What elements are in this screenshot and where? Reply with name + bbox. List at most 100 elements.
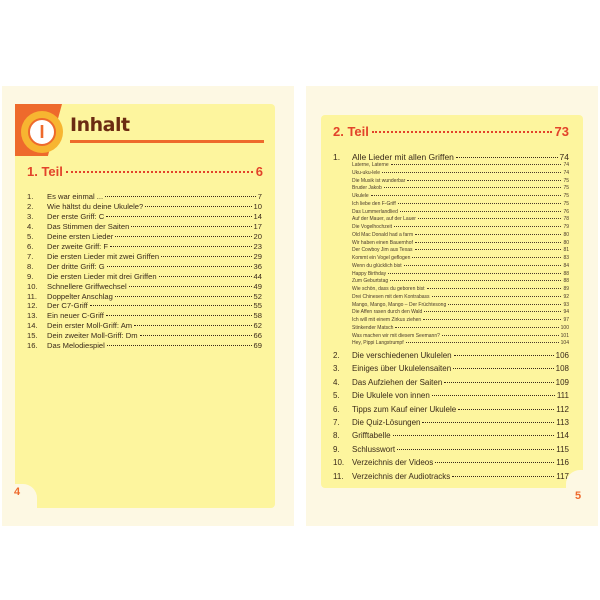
entry-title: Dein erster Moll-Griff: Am [47, 321, 133, 331]
leader [106, 345, 252, 347]
toc-entry[interactable]: 16. Das Melodiespiel 69 [27, 341, 262, 351]
toc-entry[interactable]: 6. Tipps zum Kauf einer Ukulele 112 [333, 405, 569, 415]
entry-number: 9. [333, 444, 340, 454]
entry-page: 94 [563, 309, 569, 316]
toc-entry[interactable]: 1. Es war einmal ... 7 [27, 192, 262, 202]
part-page: 73 [554, 124, 569, 139]
right-toc-panel [321, 115, 583, 488]
toc-entry[interactable]: 2. Wie hältst du deine Ukulele? 10 [27, 202, 262, 212]
entry-title: Ukulele [352, 193, 369, 199]
toc-entry[interactable]: Old Mac Donald had a farm 80 [352, 231, 569, 239]
toc-entry[interactable]: 12. Der C7-Griff 55 [27, 301, 262, 311]
toc-entry[interactable]: Laterne, Laterne 74 [352, 161, 569, 169]
entry-number: 1. [27, 192, 34, 201]
toc-entry[interactable]: 11. Doppelter Anschlag 52 [27, 292, 262, 302]
entry-page: 52 [253, 291, 262, 301]
toc-entry[interactable]: Uku-uku-lele 74 [352, 169, 569, 177]
leader [131, 225, 252, 227]
entry-title: Einiges über Ukulelensaiten [352, 364, 452, 374]
entry-page: 14 [253, 211, 262, 221]
toc-entry[interactable]: 8. Grifftabelle 114 [333, 431, 569, 441]
entry-title: Verzeichnis der Audiotracks [352, 471, 451, 481]
entry-number: 6. [27, 241, 34, 251]
leader [134, 325, 252, 327]
toc-entry[interactable]: Bruder Jakob 75 [352, 184, 569, 192]
toc-entry[interactable]: Zum Geburtstag 88 [352, 277, 569, 285]
toc-entry[interactable]: Drei Chinesen mit dem Kontrabass 92 [352, 293, 569, 301]
toc-entry[interactable]: 3. Einiges über Ukulelensaiten 108 [333, 364, 569, 374]
entry-title: Die Quiz-Lösungen [352, 418, 421, 427]
toc-entry[interactable]: 11. Verzeichnis der Audiotracks 117 [333, 472, 569, 482]
toc-entry[interactable]: Das Lummerlandlied 76 [352, 208, 569, 216]
entry-number: 16. [27, 341, 38, 351]
entry-page: 88 [563, 270, 569, 277]
toc-entry[interactable]: 2. Die verschiedenen Ukulelen 106 [333, 351, 569, 361]
toc-entry[interactable]: Kommt ein Vogel geflogen 83 [352, 254, 569, 262]
toc-entry[interactable]: Mango, Mango, Mango – Der Früchtesong 93 [352, 301, 569, 309]
entry-page: 74 [563, 162, 569, 168]
toc-entry[interactable]: 10. Verzeichnis der Videos 116 [333, 458, 569, 468]
leader [158, 275, 252, 277]
toc-entry[interactable]: 6. Der zweite Griff: F 23 [27, 242, 262, 252]
toc-entry[interactable]: Wie schön, dass du geboren bist 89 [352, 285, 569, 293]
toc-entry[interactable]: Ukulele 75 [352, 192, 569, 200]
entry-number: 2. [333, 351, 340, 360]
toc-entry[interactable]: Wenn du glücklich bist 84 [352, 262, 569, 270]
toc-entry[interactable]: Der Cowboy Jim aus Texas 81 [352, 246, 569, 254]
toc-entry[interactable]: 9. Die ersten Lieder mit drei Griffen 44 [27, 272, 262, 282]
toc-entry[interactable]: 8. Der dritte Griff: G 36 [27, 262, 262, 272]
toc-entry[interactable]: Die Affen rasen durch den Wald 94 [352, 308, 569, 316]
toc-entry[interactable]: 7. Die ersten Lieder mit zwei Griffen 29 [27, 252, 262, 262]
entry-title: Tipps zum Kauf einer Ukulele [352, 404, 457, 414]
entry-page: 113 [556, 418, 569, 427]
entry-page: 84 [563, 262, 569, 269]
toc-entry[interactable]: Wir haben einen Bauernhof 80 [352, 239, 569, 247]
toc-entry[interactable]: 5. Die Ukulele von innen 111 [333, 391, 569, 401]
toc-entry[interactable]: Hey, Pippi Langstrumpf 104 [352, 339, 569, 347]
leader [394, 226, 562, 227]
toc-entry[interactable]: Was machen wir mit diesem Seemann? 101 [352, 332, 569, 340]
leader [458, 408, 555, 410]
leader [89, 305, 252, 307]
toc-entry[interactable]: 4. Das Stimmen der Saiten 17 [27, 222, 262, 232]
toc-entry[interactable]: 3. Der erste Griff: C 14 [27, 212, 262, 222]
entry-page: 44 [253, 271, 262, 281]
toc-entry[interactable]: 1. Alle Lieder mit allen Griffen 74 [333, 152, 569, 162]
leader [161, 255, 252, 257]
toc-entry[interactable]: 9. Schlusswort 115 [333, 445, 569, 455]
toc-entry[interactable]: Ich will mit einem Zirkus ziehen 97 [352, 316, 569, 324]
entry-title: Der zweite Griff: F [47, 241, 109, 251]
entry-title: Deine ersten Lieder [47, 231, 114, 241]
entry-page: 115 [556, 444, 569, 454]
leader [106, 265, 252, 267]
leader [444, 381, 554, 383]
toc-entry[interactable]: 10. Schnellere Griffwechsel 49 [27, 282, 262, 292]
entry-page: 93 [563, 301, 569, 308]
entry-page: 109 [555, 377, 569, 387]
toc-entry[interactable]: Stinkender Matsch 100 [352, 324, 569, 332]
entry-title: Doppelter Anschlag [47, 291, 113, 301]
toc-entry[interactable]: Happy Birthday 88 [352, 270, 569, 278]
badge-letter: I [28, 118, 56, 146]
entry-page: 29 [253, 251, 262, 261]
toc-entry[interactable]: Die Vogelhochzeit 79 [352, 223, 569, 231]
toc-entry[interactable]: 5. Deine ersten Lieder 20 [27, 232, 262, 242]
toc-entry[interactable]: Ich liebe den F-Griff 75 [352, 200, 569, 208]
leader [399, 210, 562, 212]
toc-entry[interactable]: 14. Dein erster Moll-Griff: Am 62 [27, 321, 262, 331]
entry-page: 75 [563, 193, 569, 199]
leader [139, 335, 252, 337]
entry-number: 9. [27, 271, 34, 281]
entry-title: Es war einmal ... [47, 192, 104, 201]
toc-entry[interactable]: Auf der Mauer, auf der Lauer 78 [352, 215, 569, 223]
entry-page: 108 [555, 364, 569, 374]
toc-entry[interactable]: 4. Das Aufziehen der Saiten 109 [333, 378, 569, 388]
toc-entry[interactable]: Die Musik ist wunderbar 75 [352, 177, 569, 185]
entry-page: 80 [563, 239, 569, 246]
toc-entry[interactable]: 15. Dein zweiter Moll-Griff: Dm 66 [27, 331, 262, 341]
entry-title: Auf der Mauer, auf der Lauer [352, 216, 416, 223]
leader [423, 319, 562, 320]
toc-entry[interactable]: 13. Ein neuer C-Griff 58 [27, 311, 262, 321]
leader [414, 241, 562, 243]
toc-entry[interactable]: 7. Die Quiz-Lösungen 113 [333, 418, 569, 428]
